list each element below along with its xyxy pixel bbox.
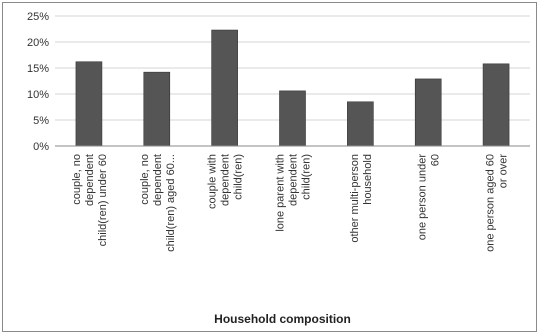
category-label: dependent <box>288 154 300 206</box>
category-label: couple, no <box>71 154 83 205</box>
category-label: child(ren) <box>233 154 245 200</box>
category-label: one person aged 60 <box>485 154 497 252</box>
bar <box>211 29 238 147</box>
category-label: child(ren) under 60 <box>97 154 109 246</box>
category-label: child(ren) <box>301 154 313 200</box>
y-tick-label: 25% <box>27 11 49 23</box>
category-labels: couple, no dependent child(ren) under 60 co… <box>71 154 510 252</box>
bar <box>143 71 171 147</box>
category-label: one person under <box>417 154 429 241</box>
y-tick-label: 10% <box>27 89 49 101</box>
bar <box>75 61 103 147</box>
bar <box>279 90 306 147</box>
category-label: dependent <box>220 154 232 206</box>
category-label: other multi-person <box>349 154 361 243</box>
category-label: child(ren) aged 60... <box>165 154 177 252</box>
bar <box>347 101 374 147</box>
category-label: lone parent with <box>275 154 287 232</box>
x-axis-title: Household composition <box>214 312 351 326</box>
bar <box>414 78 442 147</box>
y-tick-label: 5% <box>33 115 49 127</box>
y-tick-label: 20% <box>27 37 49 49</box>
chart-frame <box>2 2 537 332</box>
category-label: couple, no <box>139 154 151 205</box>
category-label: or over <box>498 154 510 189</box>
bar <box>482 63 510 147</box>
bars <box>75 29 510 147</box>
y-tick-label: 0% <box>33 141 49 153</box>
y-tick-labels: 0% 5% 10% 15% 20% 25% <box>27 11 49 153</box>
category-label: dependent <box>152 154 164 206</box>
category-label: 60 <box>430 154 442 166</box>
category-label: dependent <box>84 154 96 206</box>
category-label: household <box>362 154 374 205</box>
y-tick-label: 15% <box>27 63 49 75</box>
category-label: couple with <box>207 154 219 209</box>
